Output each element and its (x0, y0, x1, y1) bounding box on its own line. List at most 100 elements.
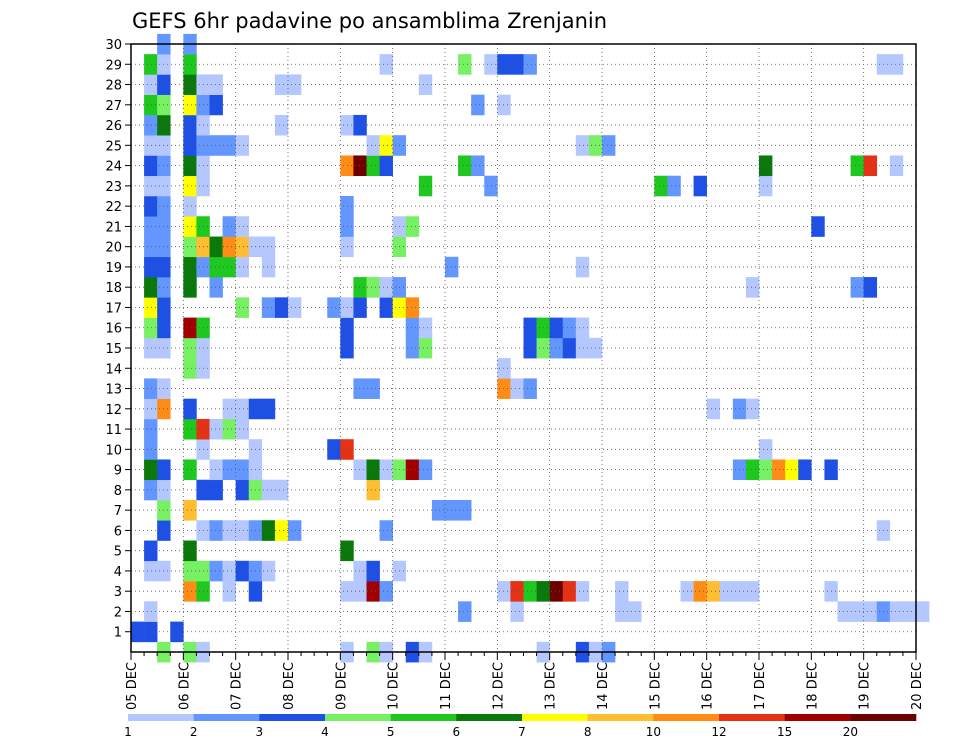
heatmap-cell (222, 459, 236, 481)
x-tick-label: 18 DEC (805, 662, 820, 710)
heatmap-cell (353, 297, 367, 318)
heatmap-cell (222, 418, 236, 440)
heatmap-cell (431, 500, 446, 521)
heatmap-cell (144, 135, 158, 156)
x-tick-label: 06 DEC (177, 662, 192, 710)
x-tick-label: 19 DEC (858, 662, 873, 710)
heatmap-cell (889, 54, 904, 75)
heatmap-cell (144, 175, 158, 197)
heatmap-cell (209, 135, 223, 156)
heatmap-cell (261, 236, 276, 258)
heatmap-cell (850, 277, 864, 298)
heatmap-cell (222, 216, 236, 237)
heatmap-cell (811, 216, 825, 237)
heatmap-cell (471, 155, 485, 177)
heatmap-cell (183, 256, 197, 278)
colorbar-swatch (653, 714, 720, 721)
heatmap-cell (615, 601, 629, 622)
heatmap-cell (719, 581, 734, 602)
heatmap-cell (183, 135, 197, 156)
heatmap-cell (497, 54, 511, 75)
heatmap-cell (549, 317, 564, 339)
heatmap-cell (261, 479, 276, 501)
colorbar-label: 6 (453, 725, 461, 739)
colorbar-label: 15 (777, 725, 792, 739)
colorbar-swatch (784, 714, 851, 721)
y-tick-label: 1 (114, 626, 122, 641)
colorbar-label: 20 (843, 725, 858, 739)
heatmap-cell (523, 337, 537, 359)
heatmap-cell (484, 54, 498, 75)
heatmap-cell (745, 398, 760, 420)
colorbar-swatch (719, 714, 785, 721)
heatmap-cell (235, 256, 250, 278)
x-tick-label: 11 DEC (439, 662, 454, 710)
heatmap-cell (405, 216, 420, 237)
y-tick-label: 7 (114, 504, 122, 519)
heatmap-cell (183, 540, 197, 562)
heatmap-cell (418, 175, 433, 197)
heatmap-cell (209, 479, 223, 501)
heatmap-cell (366, 155, 380, 177)
heatmap-cell (183, 581, 197, 602)
colorbar-label: 3 (256, 725, 264, 739)
heatmap-cell (209, 74, 223, 95)
colorbar-swatch (259, 714, 326, 721)
y-tick-label: 10 (105, 443, 122, 458)
colorbar-label: 8 (584, 725, 592, 739)
heatmap-cell (144, 94, 158, 116)
heatmap-cell (183, 175, 197, 197)
heatmap-cell (575, 581, 590, 602)
heatmap-cell (261, 520, 276, 541)
heatmap-cell (183, 418, 197, 440)
heatmap-cell (562, 337, 577, 359)
heatmap-cell (288, 297, 302, 318)
heatmap-cell (209, 459, 223, 481)
heatmap-cell (222, 581, 236, 602)
heatmap-cell (405, 337, 420, 359)
y-tick-label: 3 (114, 585, 122, 600)
colorbar-swatch (522, 714, 588, 721)
colorbar-label: 5 (387, 725, 395, 739)
heatmap-cell (366, 581, 380, 602)
heatmap-cell (405, 317, 420, 339)
heatmap-cell (144, 256, 158, 278)
colorbar-label: 10 (646, 725, 661, 739)
y-tick-label: 5 (114, 545, 122, 560)
heatmap-cell (405, 297, 420, 318)
heatmap-cells (131, 33, 930, 663)
y-tick-label: 11 (105, 423, 122, 438)
heatmap-cell (144, 459, 158, 481)
heatmap-cell (837, 601, 851, 622)
colorbar-swatch (850, 714, 917, 721)
x-tick-label: 15 DEC (648, 662, 663, 710)
heatmap-cell (510, 378, 524, 399)
heatmap-cell (798, 459, 812, 481)
y-tick-label: 20 (105, 241, 122, 256)
heatmap-cell (353, 581, 367, 602)
y-axis: 1234567891011121314151617181920212223242… (105, 38, 131, 641)
heatmap-cell (759, 439, 773, 460)
heatmap-cell (902, 601, 917, 622)
heatmap-cell (379, 297, 393, 318)
heatmap-cell (274, 479, 289, 501)
heatmap-cell (458, 601, 472, 622)
colorbar-swatch (128, 714, 194, 721)
y-tick-label: 25 (105, 139, 122, 154)
y-tick-label: 15 (105, 342, 122, 357)
heatmap-cell (144, 560, 158, 582)
heatmap-cell (235, 459, 250, 481)
heatmap-cell (615, 581, 629, 602)
heatmap-cell (379, 135, 393, 156)
heatmap-cell (706, 398, 721, 420)
heatmap-cell (863, 277, 878, 298)
heatmap-cell (366, 277, 380, 298)
heatmap-cell (667, 175, 681, 197)
x-axis: 05 DEC 06 DEC 07 DEC 08 DEC 09 DEC 10 DEC 11 D… (125, 652, 925, 710)
heatmap-cell (144, 277, 158, 298)
heatmap-cell (418, 317, 433, 339)
heatmap-cell (144, 317, 158, 339)
heatmap-cell (209, 94, 223, 116)
heatmap-cell (144, 621, 158, 643)
x-tick-label: 20 DEC (910, 662, 925, 710)
